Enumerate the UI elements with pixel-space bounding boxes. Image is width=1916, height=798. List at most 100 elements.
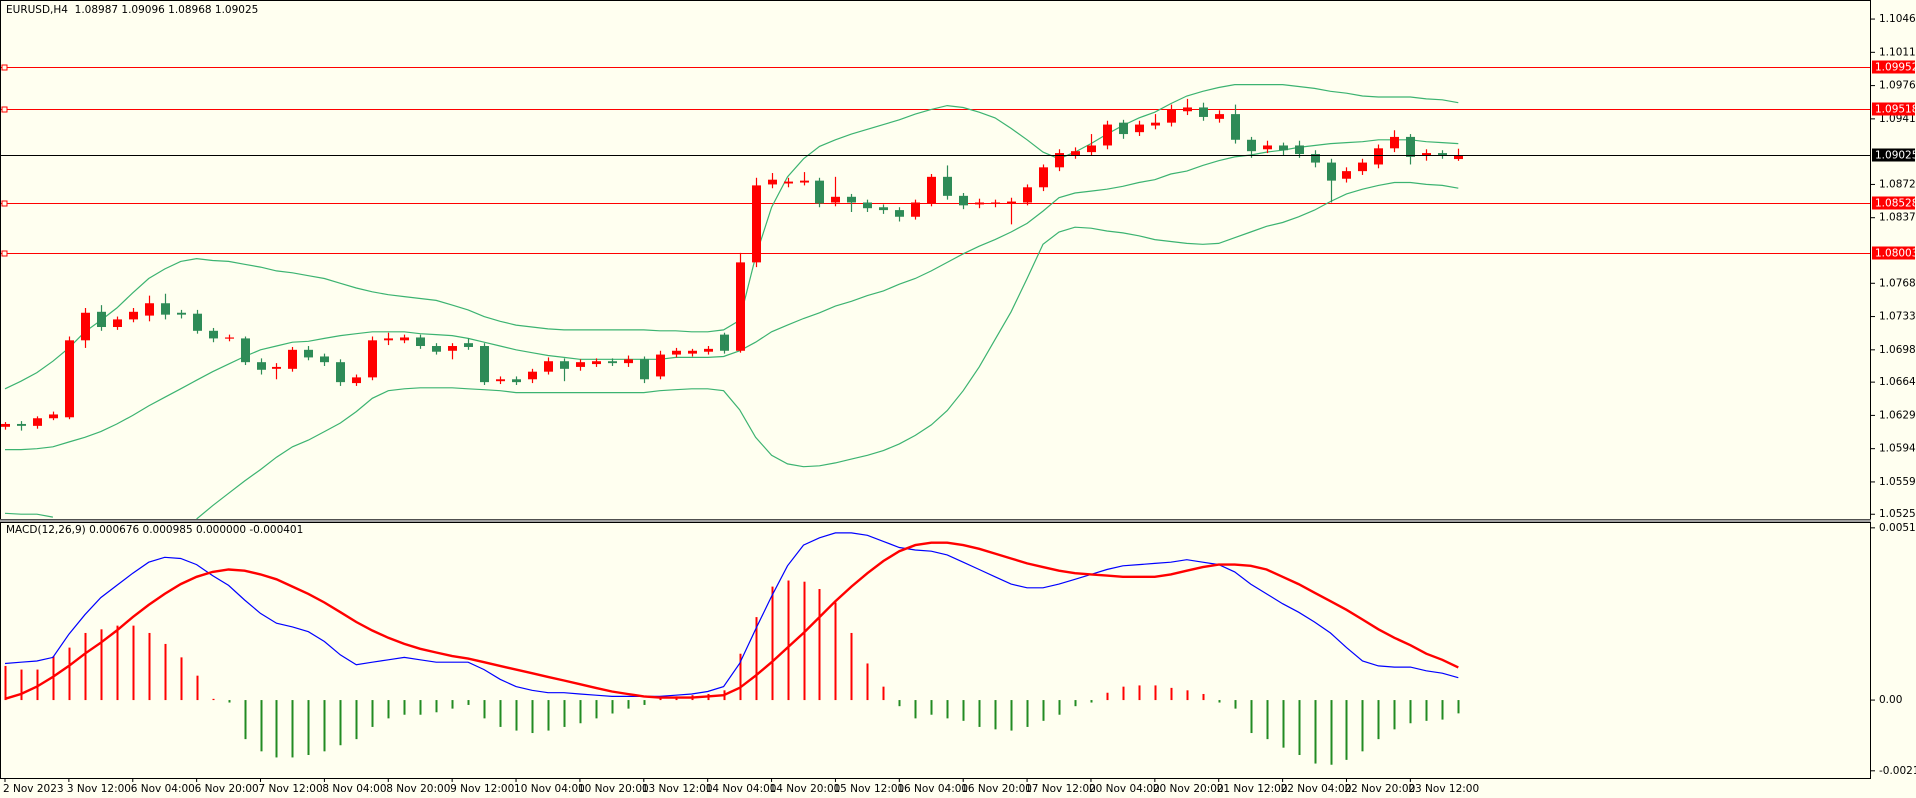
candle-body xyxy=(1103,124,1112,146)
candle-body xyxy=(33,418,42,426)
y-tick-label: 1.06980 xyxy=(1879,344,1916,356)
candle-body xyxy=(49,414,58,419)
candle-body xyxy=(1,423,10,427)
candle-body xyxy=(1390,136,1399,149)
x-tick-label: 17 Nov 12:00 xyxy=(1025,783,1096,795)
candle-body xyxy=(177,312,186,315)
candle-body xyxy=(943,176,952,196)
candle-body xyxy=(592,361,601,365)
level-handle xyxy=(1,250,8,257)
candle-body xyxy=(544,361,553,372)
candle-body xyxy=(1199,107,1208,117)
candle-body xyxy=(1295,145,1304,155)
candle-body xyxy=(863,202,872,209)
candle-body xyxy=(1055,153,1064,168)
candle-body xyxy=(97,311,106,328)
x-tick-label: 10 Nov 20:00 xyxy=(578,783,649,795)
candle-body xyxy=(1311,154,1320,163)
x-tick-label: 23 Nov 12:00 xyxy=(1408,783,1479,795)
x-tick-label: 13 Nov 12:00 xyxy=(642,783,713,795)
candle-body xyxy=(209,330,218,339)
candle-body xyxy=(847,196,856,203)
candle-body xyxy=(815,180,824,204)
macd-frame xyxy=(0,522,1871,779)
x-tick-label: 16 Nov 20:00 xyxy=(961,783,1032,795)
candle-body xyxy=(304,349,313,358)
candle-body xyxy=(145,303,154,316)
candle-body xyxy=(927,176,936,204)
candle-body xyxy=(1406,136,1415,157)
y-tick-label: 1.08720 xyxy=(1879,178,1916,190)
candle-body xyxy=(368,340,377,378)
y-tick-label: 1.10110 xyxy=(1879,46,1916,58)
x-tick-label: 6 Nov 04:00 xyxy=(131,783,195,795)
candle-body xyxy=(640,359,649,380)
x-tick-label: 8 Nov 04:00 xyxy=(322,783,386,795)
candle-body xyxy=(65,340,74,418)
x-tick-label: 16 Nov 04:00 xyxy=(897,783,968,795)
candle-body xyxy=(576,362,585,367)
candle-body xyxy=(161,303,170,315)
level-handle xyxy=(1,200,8,207)
candle-body xyxy=(336,362,345,383)
x-tick-label: 20 Nov 20:00 xyxy=(1153,783,1224,795)
panel-separator xyxy=(0,519,1871,523)
candle-body xyxy=(1215,114,1224,119)
candle-body xyxy=(831,196,840,203)
candle-body xyxy=(991,202,1000,204)
candle-body xyxy=(959,195,968,206)
y-tick-label: 1.05590 xyxy=(1879,476,1916,488)
candle-body xyxy=(879,207,888,211)
candle-body xyxy=(400,337,409,341)
macd-title: MACD(12,26,9) 0.000676 0.000985 0.000000… xyxy=(6,524,303,536)
x-tick-label: 9 Nov 12:00 xyxy=(450,783,514,795)
candle-body xyxy=(432,346,441,352)
candle-body xyxy=(1358,162,1367,172)
y-tick-label: 1.06290 xyxy=(1879,409,1916,421)
candle-body xyxy=(608,361,617,364)
level-label-box xyxy=(1872,102,1915,116)
x-tick-label: 6 Nov 20:00 xyxy=(195,783,259,795)
candle-body xyxy=(672,350,681,355)
candle-body xyxy=(129,311,138,320)
candle-body xyxy=(1327,162,1336,181)
x-tick-label: 8 Nov 20:00 xyxy=(386,783,450,795)
candle-body xyxy=(448,346,457,351)
level-label: 1.08528 xyxy=(1875,198,1916,210)
candle-body xyxy=(736,262,745,351)
candle-body xyxy=(1342,171,1351,179)
candle-body xyxy=(784,181,793,184)
candle-body xyxy=(752,185,761,263)
x-tick-label: 22 Nov 04:00 xyxy=(1281,783,1352,795)
candle-body xyxy=(768,179,777,185)
candle-body xyxy=(320,356,329,363)
candle-body xyxy=(193,313,202,331)
y-tick-label: 1.05940 xyxy=(1879,443,1916,455)
candle-body xyxy=(1167,109,1176,123)
candle-body xyxy=(1454,155,1463,160)
candle-body xyxy=(560,361,569,369)
x-tick-label: 7 Nov 12:00 xyxy=(259,783,323,795)
axes: 1.10460 1.10110 1.09760 1.09410 1.08720 1.083… xyxy=(3,13,1916,795)
main-panel xyxy=(1,64,1870,519)
band-line xyxy=(4,181,1459,519)
candle-body xyxy=(272,366,281,369)
level-label: 1.08003 xyxy=(1875,248,1916,260)
candle-body xyxy=(1071,151,1080,155)
candle-body xyxy=(241,338,250,363)
candle-body xyxy=(1135,124,1144,133)
candle-body xyxy=(528,371,537,380)
level-label: 1.09518 xyxy=(1875,104,1916,116)
candle-body xyxy=(257,362,266,370)
candle-body xyxy=(416,337,425,347)
candle-body xyxy=(1183,107,1192,112)
x-tick-label: 10 Nov 04:00 xyxy=(514,783,585,795)
last-price-label: 1.09025 xyxy=(1875,150,1916,162)
x-tick-label: 22 Nov 20:00 xyxy=(1344,783,1415,795)
candle-body xyxy=(1279,145,1288,151)
y-tick-label: 0.005194 xyxy=(1879,522,1916,534)
